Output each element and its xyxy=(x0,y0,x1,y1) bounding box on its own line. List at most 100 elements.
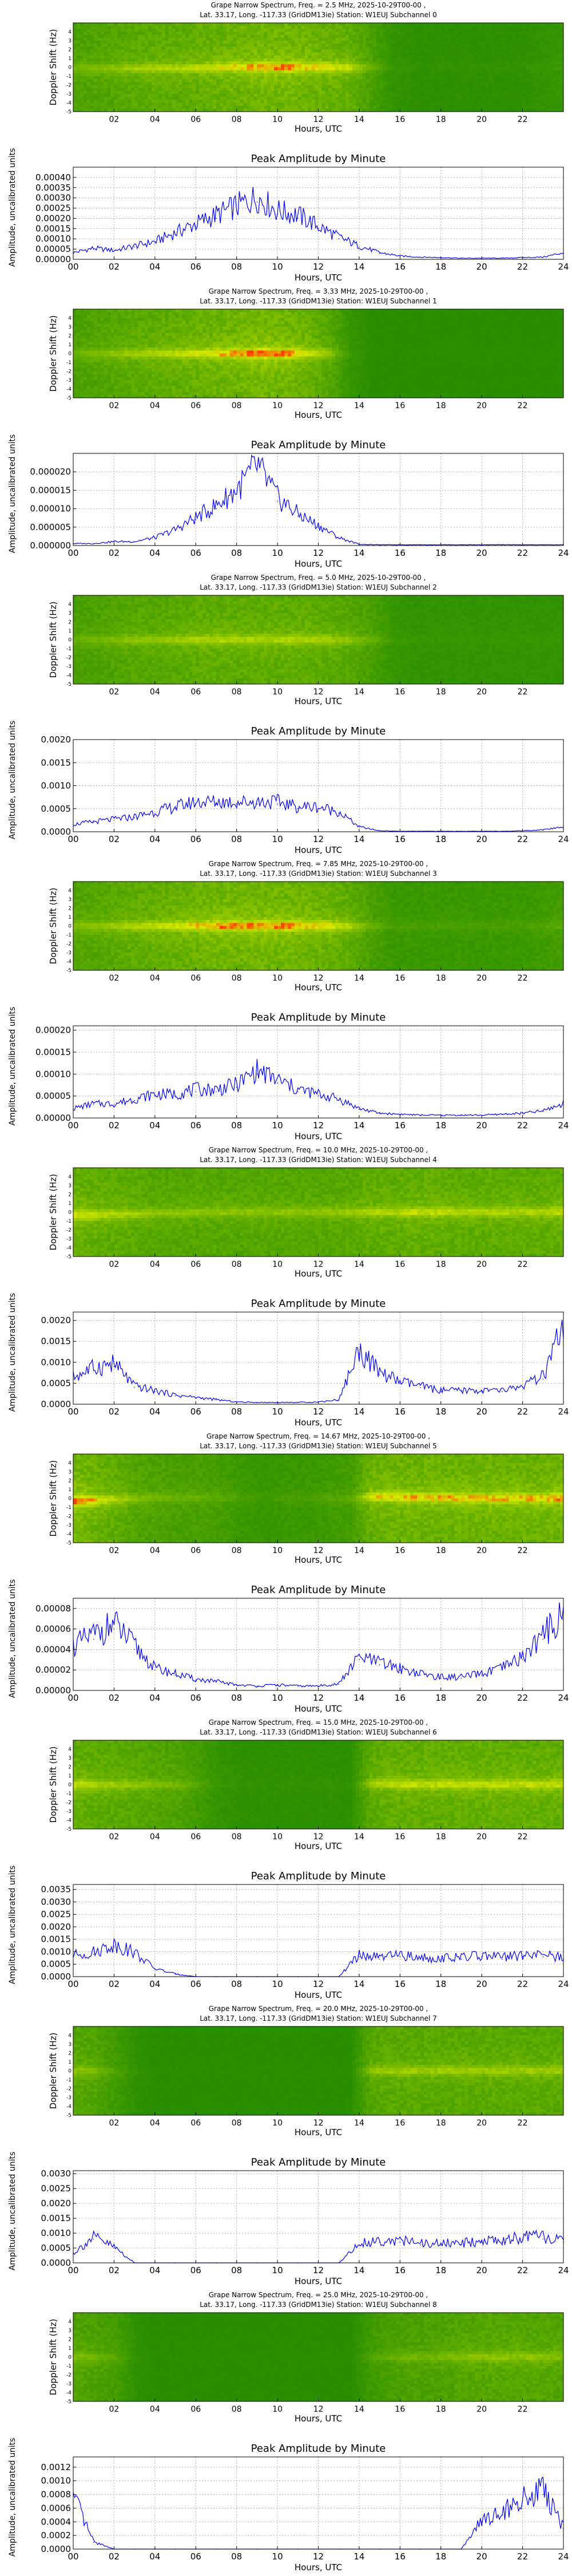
spectrogram-cell xyxy=(134,108,138,112)
spectrogram-cell xyxy=(100,309,104,313)
spectrogram-cell xyxy=(100,386,104,389)
spectrogram-cell xyxy=(369,64,374,68)
spectrogram-cell xyxy=(560,82,564,85)
spectrogram-cell xyxy=(315,34,319,38)
spectrogram-cell xyxy=(526,61,530,65)
spectrogram-cell xyxy=(206,34,210,38)
spectrogram-cell xyxy=(447,108,451,112)
spectrogram-cell xyxy=(128,318,132,322)
spectrogram-cell xyxy=(243,31,247,35)
chart-title: Grape Narrow Spectrum, Freq. = 2.5 MHz, … xyxy=(211,1,426,9)
spectrogram-cell xyxy=(410,52,414,56)
spectrogram-cell xyxy=(386,26,390,29)
spectrogram-cell xyxy=(512,64,517,68)
spectrogram-cell xyxy=(369,76,374,80)
spectrogram-cell xyxy=(86,76,91,80)
spectrogram-cell xyxy=(247,90,251,94)
spectrogram-cell xyxy=(352,61,356,65)
spectrogram-cell xyxy=(271,41,275,44)
spectrogram-cell xyxy=(355,108,360,112)
x-tick-label: 18 xyxy=(435,262,446,272)
spectrogram-cell xyxy=(97,330,101,333)
spectrogram-cell xyxy=(454,73,458,77)
spectrogram-cell xyxy=(114,318,118,322)
spectrogram-cell xyxy=(372,108,377,112)
spectrogram-cell xyxy=(301,70,305,74)
spectrogram-cell xyxy=(359,49,363,53)
spectrogram-cell xyxy=(86,380,91,384)
spectrogram-cell xyxy=(97,41,101,44)
spectrogram-cell xyxy=(301,100,305,103)
spectrogram-cell xyxy=(104,350,108,354)
spectrogram-cell xyxy=(335,26,339,29)
spectrogram-cell xyxy=(80,88,84,92)
spectrogram-cell xyxy=(560,58,564,62)
spectrogram-cell xyxy=(226,82,231,85)
spectrogram-cell xyxy=(114,102,118,106)
spectrogram-cell xyxy=(121,44,125,47)
spectrogram-cell xyxy=(478,90,482,94)
spectrogram-cell xyxy=(117,356,121,360)
spectrogram-cell xyxy=(362,49,367,53)
spectrogram-cell xyxy=(86,102,91,106)
spectrogram-cell xyxy=(107,386,111,389)
spectrogram-cell xyxy=(229,82,234,85)
spectrogram-cell xyxy=(117,52,121,56)
spectrogram-cell xyxy=(175,76,179,80)
spectrogram-cell xyxy=(454,41,458,44)
plot-frame xyxy=(73,167,564,260)
spectrogram-cell xyxy=(73,389,77,393)
spectrogram-cell xyxy=(403,52,407,56)
spectrogram-cell xyxy=(461,76,465,80)
spectrogram-cell xyxy=(124,41,128,44)
spectrogram-cell xyxy=(260,82,264,85)
spectrogram-cell xyxy=(287,102,292,106)
spectrogram-cell xyxy=(349,61,353,65)
spectrogram-cell xyxy=(515,49,520,53)
spectrogram-cell xyxy=(529,70,533,74)
spectrogram-cell xyxy=(315,37,319,41)
spectrogram-cell xyxy=(335,55,339,59)
spectrogram-cell xyxy=(247,29,251,32)
spectrogram-cell xyxy=(93,350,98,354)
spectrogram-cell xyxy=(427,100,431,103)
spectrogram-cell xyxy=(485,52,489,56)
spectrogram-cell xyxy=(107,327,111,330)
spectrogram-cell xyxy=(451,88,455,92)
spectrogram-cell xyxy=(260,26,264,29)
spectrogram-cell xyxy=(461,58,465,62)
spectrogram-cell xyxy=(97,34,101,38)
spectrogram-cell xyxy=(93,347,98,351)
spectrogram-cell xyxy=(458,97,462,100)
spectrogram-cell xyxy=(560,61,564,65)
spectrogram-cell xyxy=(423,82,428,85)
spectrogram-cell xyxy=(417,67,421,71)
spectrogram-cell xyxy=(304,88,309,92)
spectrogram-cell xyxy=(192,64,196,68)
spectrogram-cell xyxy=(297,46,302,50)
spectrogram-cell xyxy=(533,49,537,53)
spectrogram-cell xyxy=(396,23,400,26)
spectrogram-cell xyxy=(216,26,220,29)
spectrogram-cell xyxy=(471,70,475,74)
spectrogram-cell xyxy=(93,345,98,348)
spectrogram-cell xyxy=(83,389,88,393)
spectrogram-cell xyxy=(76,67,81,71)
spectrogram-cell xyxy=(80,52,84,56)
spectrogram-cell xyxy=(488,67,492,71)
spectrogram-cell xyxy=(488,108,492,112)
spectrogram-cell xyxy=(315,94,319,97)
spectrogram-cell xyxy=(93,61,98,65)
spectrogram-cell xyxy=(151,58,156,62)
spectrogram-cell xyxy=(253,67,257,71)
spectrogram-cell xyxy=(93,386,98,389)
spectrogram-cell xyxy=(213,61,217,65)
spectrogram-cell xyxy=(240,49,244,53)
spectrogram-cell xyxy=(274,44,278,47)
spectrogram-cell xyxy=(464,102,468,106)
spectrogram-cell xyxy=(315,31,319,35)
spectrogram-cell xyxy=(236,100,241,103)
spectrogram-cell xyxy=(325,97,329,100)
spectrogram-cell xyxy=(274,88,278,92)
spectrogram-cell xyxy=(297,23,302,26)
